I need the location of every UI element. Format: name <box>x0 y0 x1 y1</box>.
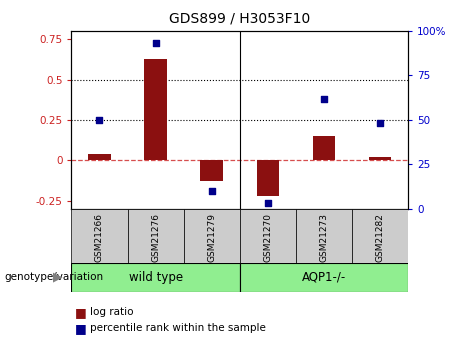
Text: wild type: wild type <box>129 271 183 284</box>
Text: GSM21273: GSM21273 <box>319 213 328 262</box>
Text: ▶: ▶ <box>53 271 62 284</box>
Text: GSM21282: GSM21282 <box>375 213 384 262</box>
Point <box>376 121 384 126</box>
Bar <box>256 160 279 196</box>
Bar <box>369 157 391 160</box>
Text: ■: ■ <box>75 306 87 319</box>
Text: percentile rank within the sample: percentile rank within the sample <box>90 324 266 333</box>
Text: GSM21279: GSM21279 <box>207 213 216 262</box>
Text: GSM21270: GSM21270 <box>263 213 272 262</box>
Text: genotype/variation: genotype/variation <box>5 273 104 282</box>
Bar <box>71 263 240 292</box>
Point <box>264 201 272 206</box>
Bar <box>88 154 111 160</box>
Bar <box>71 209 128 264</box>
Text: GSM21276: GSM21276 <box>151 213 160 262</box>
Bar <box>240 263 408 292</box>
Point <box>320 96 327 101</box>
Text: AQP1-/-: AQP1-/- <box>302 271 346 284</box>
Bar <box>240 209 296 264</box>
Title: GDS899 / H3053F10: GDS899 / H3053F10 <box>169 12 310 26</box>
Bar <box>128 209 183 264</box>
Text: GSM21266: GSM21266 <box>95 213 104 262</box>
Point <box>152 41 160 46</box>
Bar <box>201 160 223 181</box>
Bar <box>183 209 240 264</box>
Text: log ratio: log ratio <box>90 307 133 317</box>
Bar <box>352 209 408 264</box>
Point <box>208 188 215 194</box>
Bar <box>144 59 167 160</box>
Text: ■: ■ <box>75 322 87 335</box>
Point <box>96 117 103 122</box>
Bar <box>313 136 335 160</box>
Bar <box>296 209 352 264</box>
